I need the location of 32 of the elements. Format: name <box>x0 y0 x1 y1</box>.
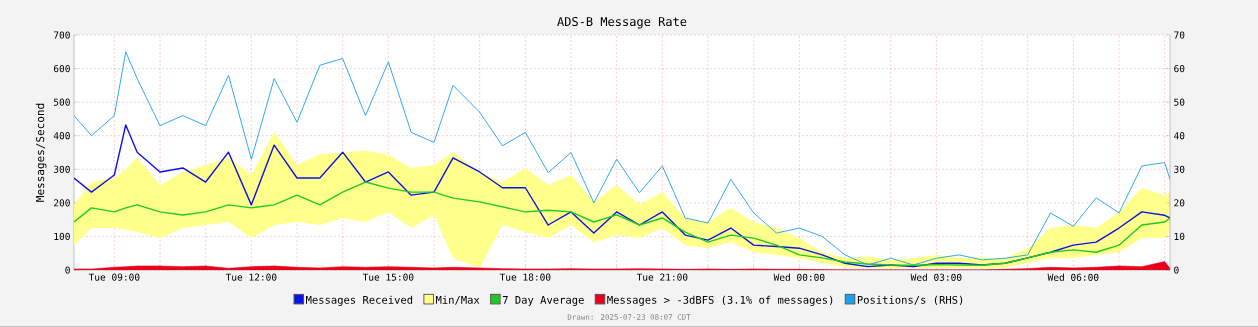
x-tick-label: Tue 12:00 <box>225 273 277 281</box>
y-tick-label: 100 <box>54 232 70 241</box>
y-tick-label: 0 <box>65 266 70 274</box>
x-tick-label: Wed 00:00 <box>773 273 825 281</box>
y2-tick-label: 40 <box>1174 132 1185 140</box>
legend-label: Messages > -3dBFS (3.1% of messages) <box>607 295 833 306</box>
y2-tick-label: 50 <box>1174 98 1185 106</box>
y-tick-label: 400 <box>53 132 70 140</box>
x-tick-label: Wed 06:00 <box>1047 273 1099 281</box>
legend-label: Min/Max <box>435 295 480 305</box>
y-tick-label: 500 <box>53 98 70 106</box>
x-tick-label: Tue 18:00 <box>499 273 551 281</box>
y-axis-title: Messages/Second <box>35 103 47 202</box>
y2-tick-label: 20 <box>1174 199 1185 207</box>
legend-label: Positions/s (RHS) <box>857 295 963 306</box>
chart-title: ADS-B Message Rate <box>557 16 687 29</box>
x-tick-label: Tue 09:00 <box>88 273 140 281</box>
y2-tick-label: 70 <box>1174 31 1185 39</box>
y-tick-label: 300 <box>53 165 70 173</box>
y2-tick-label: 10 <box>1174 232 1185 241</box>
y-tick-label: 200 <box>54 199 70 207</box>
x-tick-label: Tue 21:00 <box>636 273 688 281</box>
legend-label: Messages Received <box>306 295 413 306</box>
y2-tick-label: 60 <box>1174 64 1185 73</box>
y-tick-label: 600 <box>53 64 70 73</box>
legend-label: 7 Day Average <box>502 296 584 306</box>
x-tick-label: Tue 15:00 <box>362 273 414 281</box>
line-series <box>74 51 1171 266</box>
y2-tick-label: 0 <box>1174 266 1179 274</box>
y2-tick-label: 30 <box>1174 165 1185 173</box>
x-tick-label: Wed 03:00 <box>910 273 962 281</box>
y-tick-label: 700 <box>53 31 70 39</box>
